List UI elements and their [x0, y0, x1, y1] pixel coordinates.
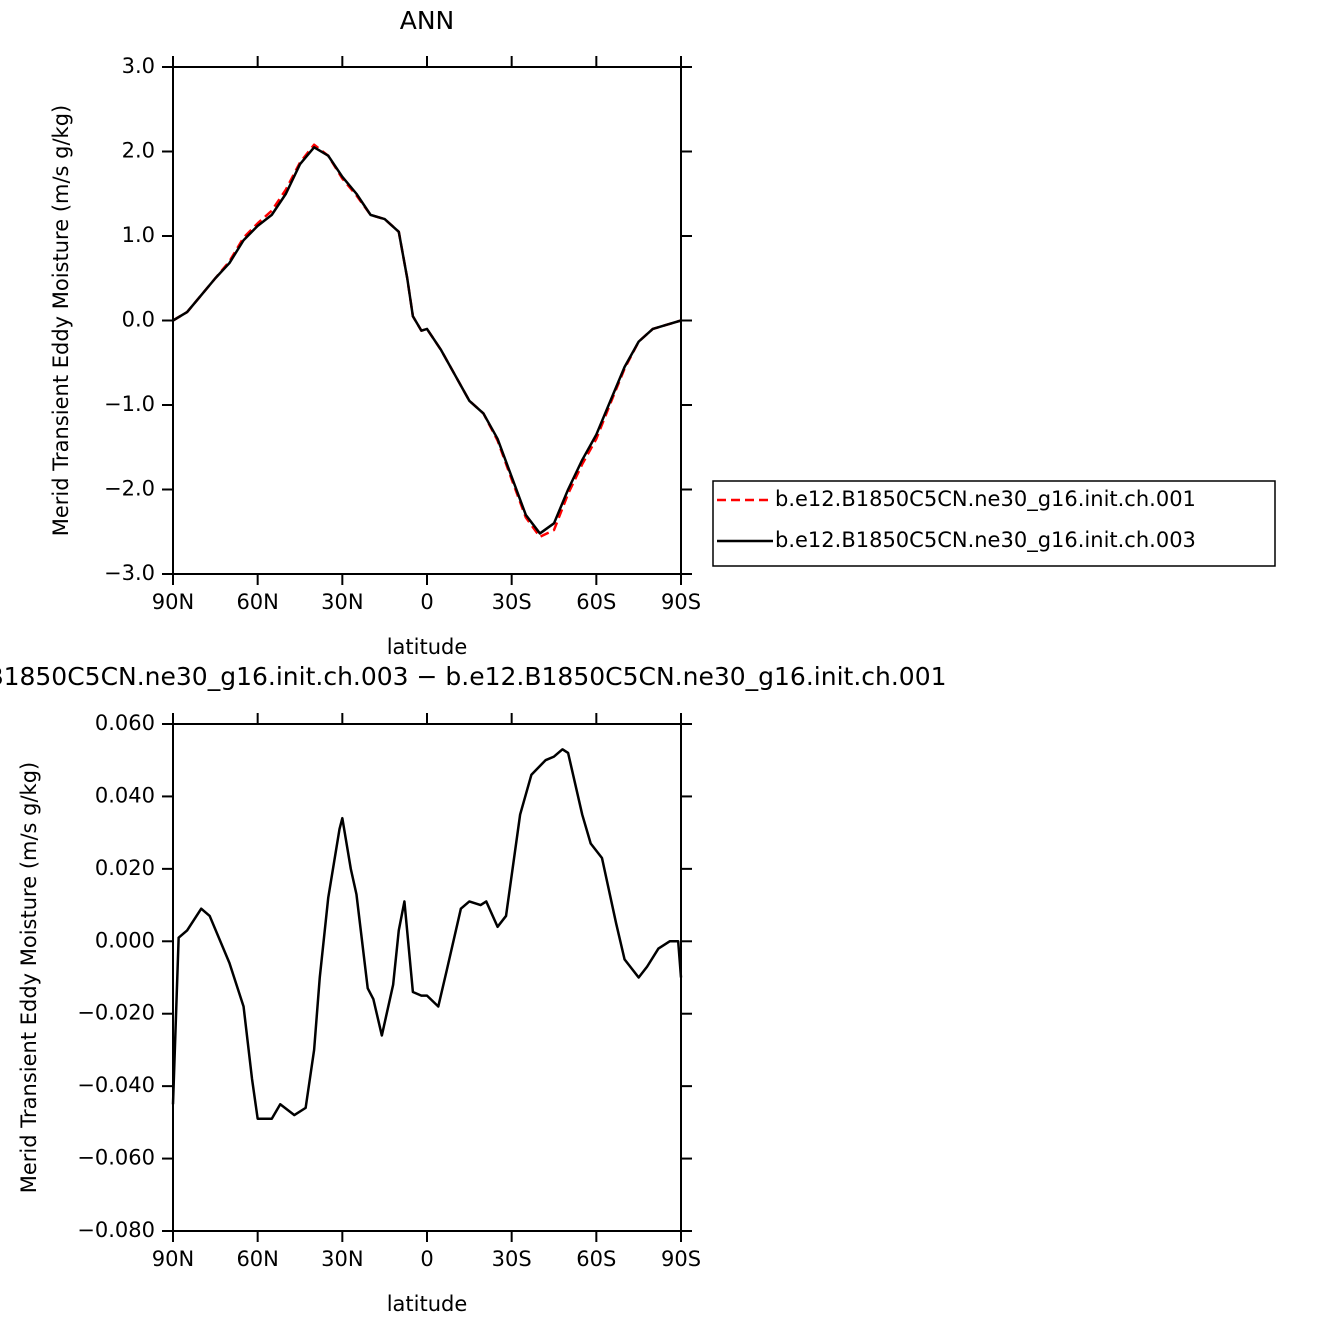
x-tick-label: 30N: [321, 1247, 363, 1271]
y-tick-label: −0.020: [77, 1001, 155, 1025]
data-line: [172, 146, 682, 535]
plot-frame: [172, 723, 682, 1232]
x-axis-label: latitude: [387, 1292, 468, 1316]
x-tick-label: 90N: [152, 590, 194, 614]
x-tick-label: 60N: [236, 1247, 278, 1271]
y-tick-label: −0.080: [77, 1218, 155, 1242]
y-tick-label: 0.0: [122, 308, 155, 332]
x-tick-label: 90S: [661, 590, 701, 614]
x-tick-label: 30N: [321, 590, 363, 614]
y-tick-label: −0.040: [77, 1073, 155, 1097]
plot-frame: [172, 66, 682, 575]
y-tick-label: −2.0: [104, 477, 155, 501]
y-tick-label: 1.0: [122, 223, 155, 247]
x-tick-label: 90S: [661, 1247, 701, 1271]
legend-label: b.e12.B1850C5CN.ne30_g16.init.ch.003: [775, 528, 1196, 553]
x-tick-label: 90N: [152, 1247, 194, 1271]
y-tick-label: 2.0: [122, 139, 155, 163]
y-tick-label: −0.060: [77, 1146, 155, 1170]
x-tick-label: 30S: [492, 590, 532, 614]
y-tick-label: −3.0: [104, 561, 155, 585]
data-line: [172, 143, 682, 539]
y-tick-label: −1.0: [104, 392, 155, 416]
x-tick-label: 30S: [492, 1247, 532, 1271]
y-tick-label: 0.060: [95, 711, 155, 735]
y-axis-label: Merid Transient Eddy Moisture (m/s g/kg): [17, 762, 41, 1194]
chart-title: b.e12.B1850C5CN.ne30_g16.init.ch.003 − b…: [0, 662, 947, 691]
legend-label: b.e12.B1850C5CN.ne30_g16.init.ch.001: [775, 487, 1196, 512]
y-tick-label: 0.000: [95, 928, 155, 952]
y-tick-label: 3.0: [122, 54, 155, 78]
x-tick-label: 0: [420, 1247, 433, 1271]
chart-title: ANN: [400, 6, 455, 35]
x-axis-label: latitude: [387, 635, 468, 659]
data-line: [171, 748, 683, 1120]
x-tick-label: 0: [420, 590, 433, 614]
x-tick-label: 60S: [576, 1247, 616, 1271]
y-tick-label: 0.040: [95, 783, 155, 807]
x-tick-label: 60S: [576, 590, 616, 614]
y-tick-label: 0.020: [95, 856, 155, 880]
y-axis-label: Merid Transient Eddy Moisture (m/s g/kg): [49, 105, 73, 537]
x-tick-label: 60N: [236, 590, 278, 614]
legend-box: [712, 480, 1276, 567]
